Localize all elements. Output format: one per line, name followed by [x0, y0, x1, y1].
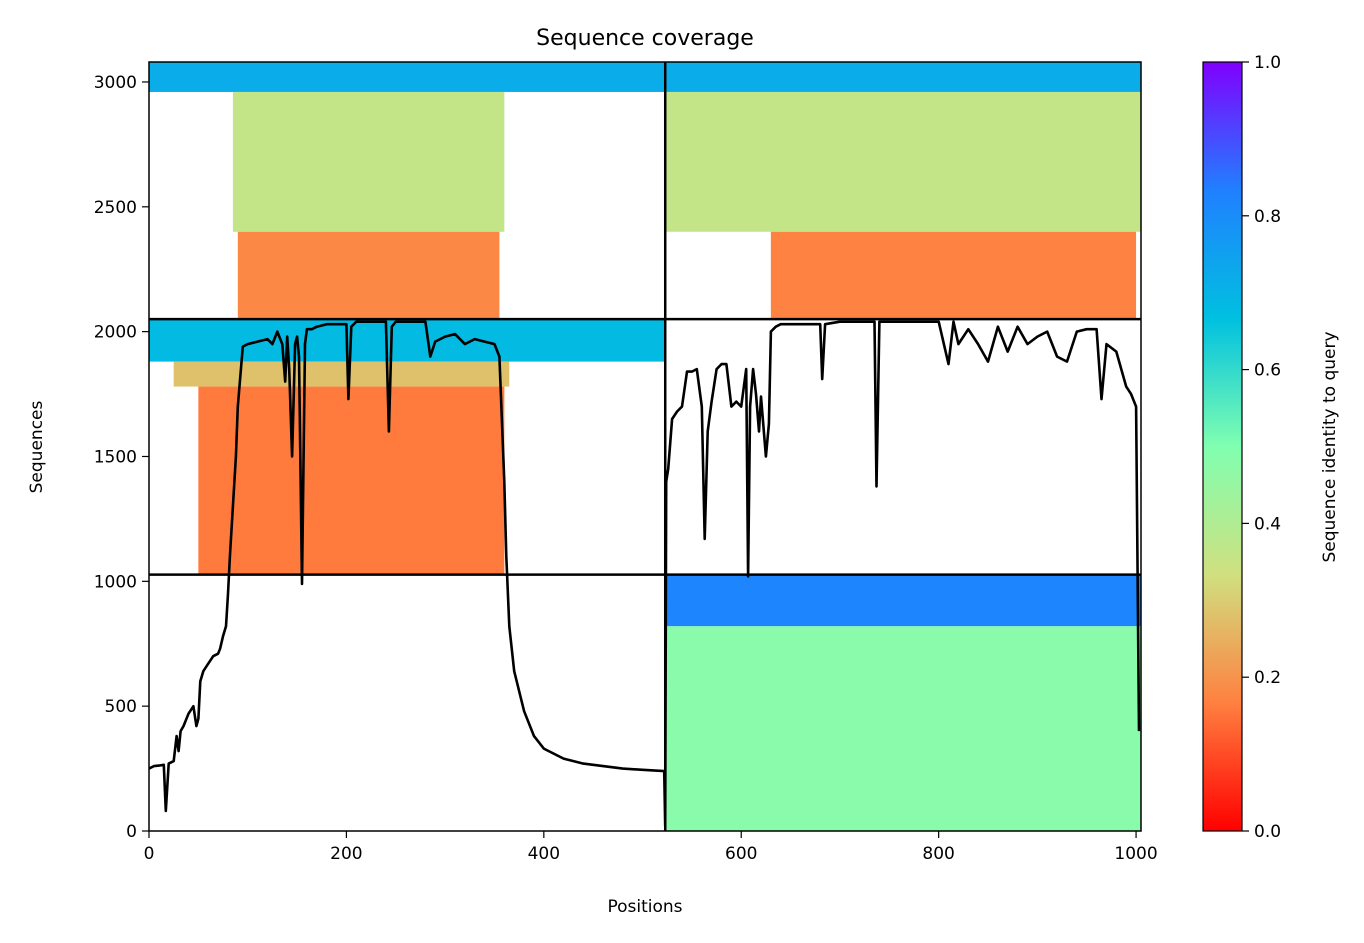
colorbar-tick-label: 1.0 [1254, 53, 1281, 73]
chart-title: Sequence coverage [536, 26, 754, 51]
y-tick-label: 0 [126, 822, 137, 842]
colorbar-tick-label: 0.8 [1254, 207, 1281, 227]
x-tick-label: 400 [528, 844, 560, 864]
colorbar-ticks: 0.0 0.2 0.4 0.6 0.8 1.0 [1242, 53, 1281, 842]
colorbar-tick-label: 0.4 [1254, 514, 1281, 534]
coverage-block-8 [198, 386, 505, 575]
x-axis-ticks: 0 200 400 600 800 1000 [144, 831, 1158, 864]
x-tick-label: 0 [144, 844, 155, 864]
x-tick-label: 600 [725, 844, 757, 864]
coverage-block-9 [665, 574, 1141, 627]
coverage-block-3 [665, 62, 1141, 92]
y-axis-ticks: 0 500 1000 1500 2000 2500 3000 [94, 73, 149, 842]
coverage-block-1 [232, 91, 505, 232]
colorbar [1202, 61, 1243, 832]
x-axis-label: Positions [607, 897, 682, 917]
y-tick-label: 1500 [94, 447, 137, 467]
colorbar-label: Sequence identity to query [1320, 331, 1340, 562]
coverage-block-10 [665, 626, 1141, 831]
coverage-block-4 [665, 91, 1141, 232]
coverage-heatmap [149, 62, 1141, 831]
x-tick-label: 1000 [1114, 844, 1157, 864]
y-tick-label: 3000 [94, 73, 137, 93]
coverage-block-2 [237, 231, 500, 320]
y-tick-label: 1000 [94, 572, 137, 592]
coverage-line [149, 320, 1141, 828]
coverage-block-0 [149, 62, 666, 92]
y-tick-label: 500 [105, 697, 137, 717]
x-tick-label: 800 [922, 844, 954, 864]
colorbar-tick-label: 0.2 [1254, 668, 1281, 688]
coverage-block-7 [173, 361, 510, 387]
colorbar-tick-label: 0.0 [1254, 822, 1281, 842]
plot-frame [148, 61, 1142, 832]
coverage-block-6 [149, 319, 666, 362]
coverage-line-group [149, 320, 1141, 828]
y-tick-label: 2500 [94, 198, 137, 218]
y-tick-label: 2000 [94, 323, 137, 343]
x-tick-label: 200 [330, 844, 362, 864]
colorbar-tick-label: 0.6 [1254, 361, 1281, 381]
y-axis-label: Sequences [27, 401, 47, 494]
coverage-block-5 [770, 231, 1137, 320]
